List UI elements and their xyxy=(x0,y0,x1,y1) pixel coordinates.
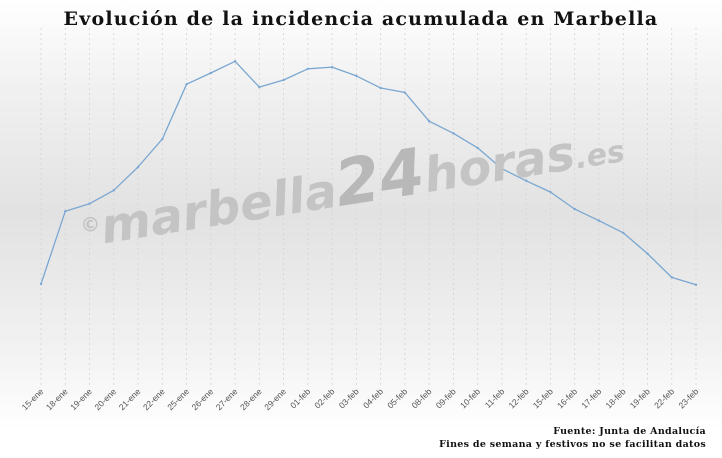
data-point xyxy=(646,252,649,255)
plot-background xyxy=(0,0,722,430)
x-tick-label: 01-feb xyxy=(288,386,312,410)
data-point xyxy=(694,283,698,287)
x-tick-label: 25-ene xyxy=(165,386,191,412)
x-tick-label: 27-ene xyxy=(214,386,240,412)
x-tick-label: 28-ene xyxy=(238,386,264,412)
source-note: Fuente: Junta de Andalucía xyxy=(553,426,706,437)
x-tick-label: 18-feb xyxy=(604,386,628,410)
data-point xyxy=(549,190,552,194)
x-tick-label: 08-feb xyxy=(409,386,433,410)
data-point xyxy=(233,60,237,63)
x-tick-label: 15-ene xyxy=(20,386,46,412)
data-point xyxy=(39,282,43,286)
data-point xyxy=(427,120,431,123)
x-tick-label: 12-feb xyxy=(506,386,530,410)
x-tick-label: 03-feb xyxy=(337,386,361,410)
data-point xyxy=(622,231,625,235)
data-point xyxy=(161,137,164,141)
x-tick-label: 19-feb xyxy=(628,386,652,410)
data-point xyxy=(282,78,285,82)
x-tick-label: 18-ene xyxy=(44,386,70,412)
data-point xyxy=(500,167,504,170)
x-tick-label: 04-feb xyxy=(361,386,385,410)
data-point xyxy=(524,179,528,182)
x-tick-label: 21-ene xyxy=(117,386,143,412)
x-tick-label: 29-ene xyxy=(262,386,288,412)
x-tick-label: 17-feb xyxy=(579,386,603,410)
data-point xyxy=(452,132,455,135)
x-tick-label: 26-ene xyxy=(189,386,215,412)
footnote: Fines de semana y festivos no se facilit… xyxy=(439,439,706,450)
data-point xyxy=(476,146,479,150)
chart-title: Evolución de la incidencia acumulada en … xyxy=(63,8,659,30)
x-tick-label: 10-feb xyxy=(458,386,482,410)
data-point xyxy=(403,91,407,94)
data-point xyxy=(136,165,140,169)
data-point xyxy=(379,86,382,90)
x-tick-label: 23-feb xyxy=(676,386,700,410)
data-point xyxy=(306,67,310,70)
x-tick-label: 19-ene xyxy=(68,386,94,412)
data-point xyxy=(88,202,91,205)
data-point xyxy=(185,82,188,86)
x-tick-label: 05-feb xyxy=(385,386,409,410)
data-point xyxy=(330,65,334,69)
data-point xyxy=(258,85,261,89)
data-point xyxy=(112,189,115,192)
data-point xyxy=(64,209,67,213)
x-tick-label: 20-ene xyxy=(92,386,118,412)
x-tick-label: 22-ene xyxy=(141,386,167,412)
data-point xyxy=(670,276,673,279)
data-point xyxy=(573,207,576,211)
x-tick-label: 09-feb xyxy=(434,386,458,410)
series-line xyxy=(40,60,697,286)
x-tick-label: 16-feb xyxy=(555,386,579,410)
data-point xyxy=(355,74,358,78)
x-tick-label: 15-feb xyxy=(531,386,555,410)
data-point xyxy=(209,71,213,75)
data-point xyxy=(597,219,601,222)
x-tick-label: 11-feb xyxy=(483,386,507,410)
x-axis-ticks: 15-ene18-ene19-ene20-ene21-ene22-ene25-e… xyxy=(20,386,701,412)
line-chart: 15-ene18-ene19-ene20-ene21-ene22-ene25-e… xyxy=(20,28,701,412)
x-tick-label: 02-feb xyxy=(312,386,336,410)
x-tick-label: 22-feb xyxy=(652,386,676,410)
